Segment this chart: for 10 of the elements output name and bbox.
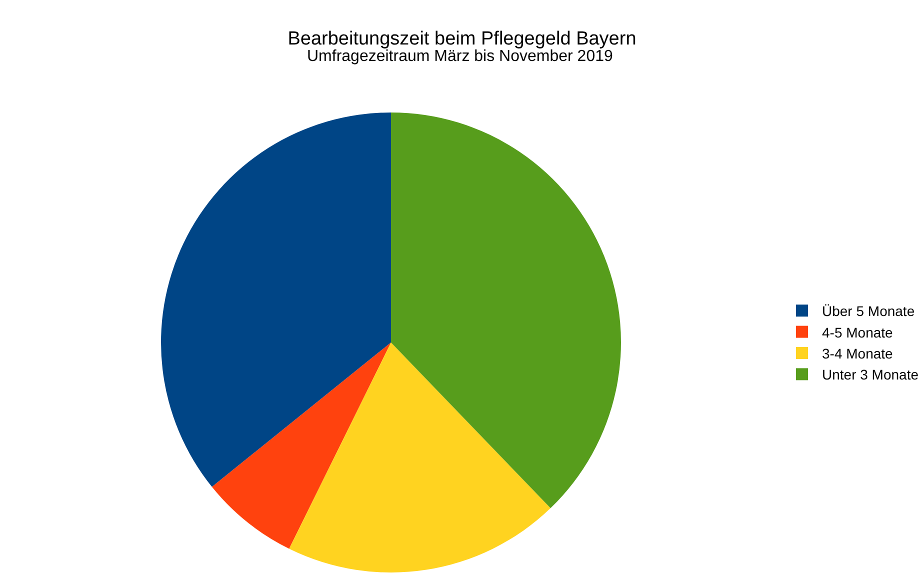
pie-slice xyxy=(391,112,621,508)
legend-label: Über 5 Monate xyxy=(822,303,915,320)
legend-label: 3-4 Monate xyxy=(822,345,894,362)
legend-label: 4-5 Monate xyxy=(822,324,894,340)
chart-title: Bearbeitungszeit beim Pflegegeld Bayern xyxy=(288,28,636,50)
pie-slice xyxy=(161,112,391,487)
pie-slice xyxy=(289,342,551,572)
legend-label: Unter 3 Monate xyxy=(822,366,919,383)
pie-slice xyxy=(212,342,391,549)
chart-subtitle: Umfragezeitraum März bis November 2019 xyxy=(307,48,613,65)
